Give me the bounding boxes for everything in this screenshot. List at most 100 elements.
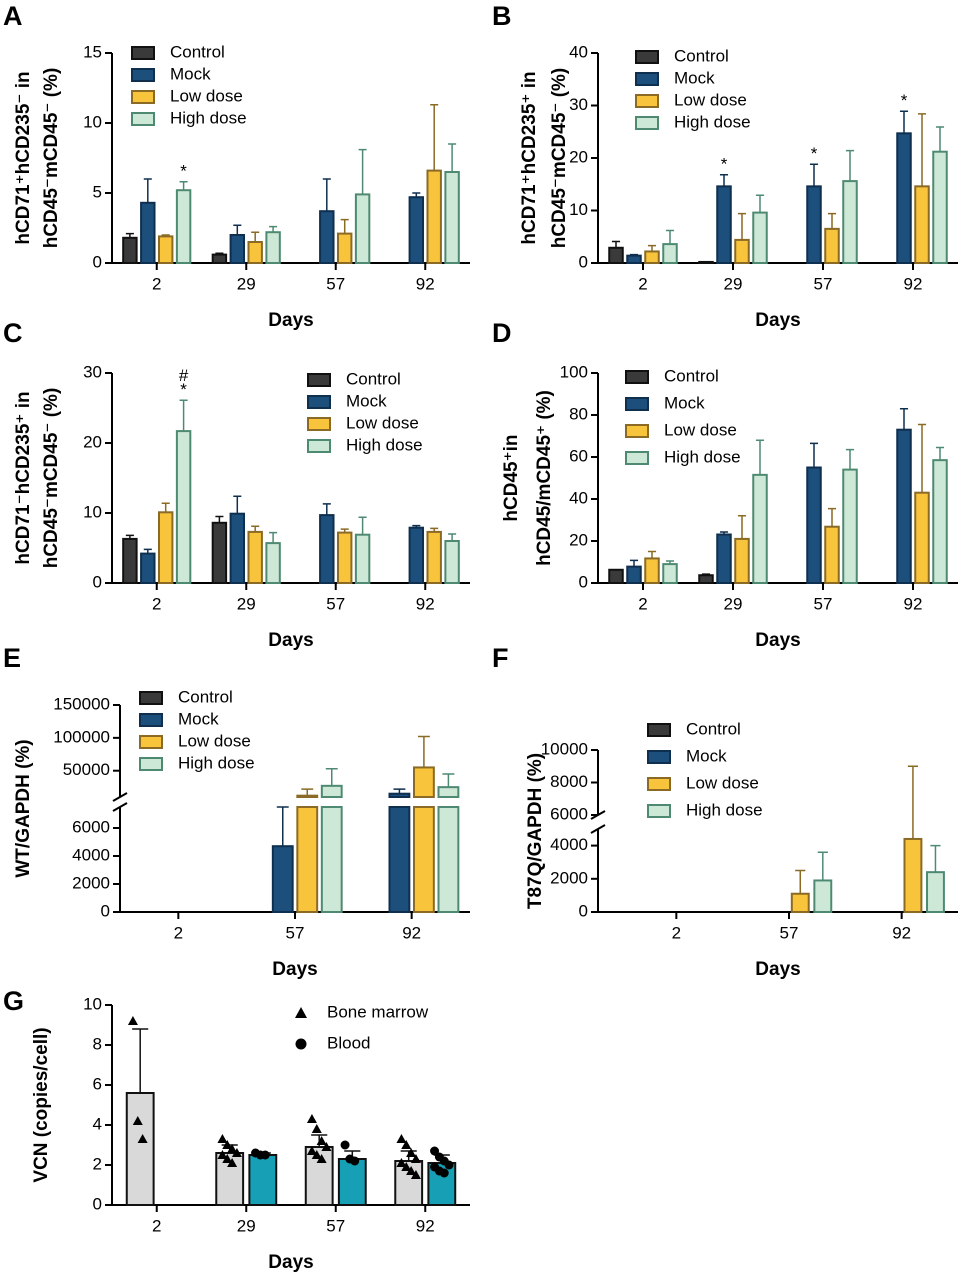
point xyxy=(410,1170,421,1179)
error-bar xyxy=(417,735,430,768)
panel-letter: C xyxy=(3,318,23,348)
error-bar xyxy=(393,788,406,794)
error-bar xyxy=(179,399,188,432)
bar xyxy=(354,533,371,585)
bar xyxy=(842,468,858,585)
y-axis-label: hCD45⁻mCD45⁻ (%) xyxy=(41,68,62,249)
point xyxy=(396,1158,407,1167)
y-tick-label: 150000 xyxy=(53,694,110,713)
legend-swatch xyxy=(139,757,163,771)
y-axis-label: WT/GAPDH (%) xyxy=(13,739,34,877)
y-tick-label: 0 xyxy=(579,252,588,271)
x-tick-label: 2 xyxy=(152,274,161,293)
legend-swatch xyxy=(625,397,649,411)
x-tick-label: 2 xyxy=(672,923,681,942)
legend-label: High dose xyxy=(178,753,255,772)
bar xyxy=(319,210,335,264)
y-tick-label: 8 xyxy=(93,1034,102,1053)
legend-label: Control xyxy=(674,46,729,65)
bar xyxy=(320,784,343,798)
y-axis-label: hCD71⁻hCD235⁺ in xyxy=(13,391,34,564)
legend-label: Low dose xyxy=(664,420,737,439)
x-tick-label: 29 xyxy=(724,594,743,613)
point xyxy=(321,1142,332,1151)
panel-letter: D xyxy=(492,318,512,348)
error-bar xyxy=(737,212,747,240)
legend-label: Mock xyxy=(686,746,727,765)
x-axis-label: Days xyxy=(755,959,800,980)
x-axis-label: Days xyxy=(755,630,800,651)
legend-swatch xyxy=(307,373,331,387)
point xyxy=(350,1156,360,1166)
bar xyxy=(157,235,174,264)
y-axis-label: hCD71⁺hCD235⁻ in xyxy=(13,71,34,244)
error-bar xyxy=(647,244,657,252)
bar xyxy=(413,766,435,799)
bar xyxy=(229,234,246,264)
y-tick-label: 10 xyxy=(569,200,588,219)
bar xyxy=(444,171,460,264)
error-bar xyxy=(215,252,224,255)
y-tick-label: 0 xyxy=(93,1194,102,1213)
panel-letter: B xyxy=(492,1,512,31)
legend-label: Control xyxy=(170,42,225,61)
legend-label: Bone marrow xyxy=(327,1002,429,1021)
x-tick-label: 2 xyxy=(638,274,647,293)
y-tick-label: 20 xyxy=(569,147,588,166)
point xyxy=(444,1160,454,1170)
legend-label: Mock xyxy=(664,393,705,412)
x-tick-label: 92 xyxy=(904,594,923,613)
x-tick-label: 2 xyxy=(174,923,183,942)
bar xyxy=(608,568,624,585)
legend-swatch xyxy=(307,395,331,409)
error-bar xyxy=(845,149,855,182)
error-bar xyxy=(917,423,927,493)
legend-swatch xyxy=(625,424,649,438)
legend-label: High dose xyxy=(674,112,751,131)
error-bar xyxy=(340,528,349,533)
y-tick-label: 8000 xyxy=(550,772,588,791)
y-tick-label: 100 xyxy=(560,362,588,381)
x-tick-label: 57 xyxy=(326,274,345,293)
error-bar xyxy=(665,560,675,565)
bar xyxy=(426,169,442,265)
x-tick-label: 2 xyxy=(638,594,647,613)
legend-label: High dose xyxy=(346,435,423,454)
bar xyxy=(813,879,833,914)
bar xyxy=(734,238,750,264)
x-axis-label: Days xyxy=(268,1252,313,1273)
y-tick-label: 6000 xyxy=(550,804,588,823)
bar xyxy=(122,236,138,265)
point xyxy=(406,1166,417,1175)
bar xyxy=(437,786,460,799)
bar xyxy=(265,542,281,584)
error-bar xyxy=(899,110,909,134)
error-bar xyxy=(629,559,639,567)
bar xyxy=(408,526,425,585)
bar xyxy=(644,557,660,584)
legend-label: Low dose xyxy=(178,731,251,750)
point xyxy=(410,1154,421,1163)
bar xyxy=(296,794,319,799)
legend-label: Mock xyxy=(170,64,211,83)
error-bar xyxy=(719,174,729,187)
bar xyxy=(336,232,353,265)
error-bar xyxy=(412,524,421,528)
y-tick-label: 40 xyxy=(569,42,588,61)
bar xyxy=(247,241,263,264)
error-bar xyxy=(917,113,927,187)
error-bar xyxy=(215,515,224,523)
error-bar xyxy=(827,212,837,229)
annotation: * xyxy=(180,161,187,180)
bar xyxy=(662,563,678,584)
bar xyxy=(247,530,263,585)
error-bar xyxy=(412,192,421,198)
y-tick-label: 0 xyxy=(579,901,588,920)
error-bar xyxy=(179,181,188,191)
error-bar xyxy=(448,533,457,541)
bar xyxy=(320,806,343,913)
error-bar xyxy=(143,178,152,203)
error-bar xyxy=(817,851,828,881)
x-axis-label: Days xyxy=(268,630,313,651)
